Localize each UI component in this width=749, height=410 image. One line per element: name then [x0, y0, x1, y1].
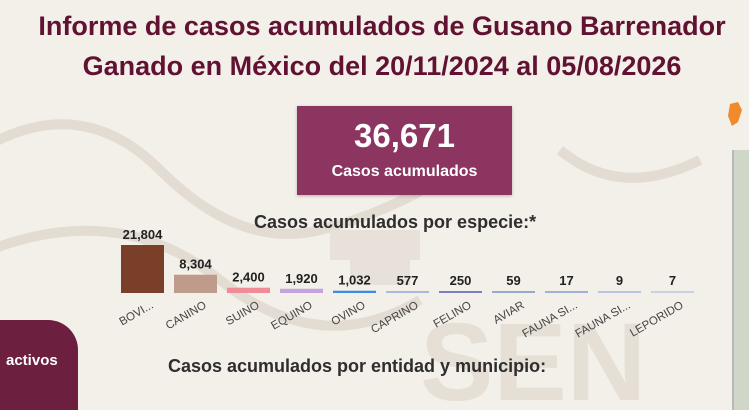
bar-5[interactable] [386, 291, 429, 293]
category-label: OVINO [330, 299, 368, 328]
active-cases-tab-label[interactable]: activos [6, 352, 58, 369]
bar-value-label: 17 [559, 273, 573, 288]
category-label: FELINO [432, 299, 474, 330]
total-cases-card: 36,671 Casos acumulados [297, 106, 512, 195]
bar-2[interactable] [227, 287, 270, 293]
category-label: CANINO [164, 299, 209, 332]
bar-0[interactable] [121, 245, 164, 293]
bar-value-label: 1,032 [338, 273, 371, 288]
bar-7[interactable] [492, 291, 535, 293]
bar-value-label: 1,920 [285, 271, 318, 286]
bar-value-label: 59 [506, 273, 520, 288]
category-label: EQUINO [269, 299, 314, 332]
bar-10[interactable] [651, 291, 694, 293]
bar-value-label: 21,804 [123, 227, 164, 242]
category-label: FAUNA SI... [573, 299, 632, 340]
category-label: SUINO [224, 299, 262, 328]
species-chart-title: Casos acumulados por especie:* [254, 212, 537, 232]
logo-icon [728, 102, 742, 126]
category-label: CAPRINO [369, 299, 420, 336]
category-label: AVIAR [491, 299, 526, 326]
bar-value-label: 2,400 [232, 270, 265, 285]
svg-text:SEN: SEN [420, 301, 646, 410]
bar-9[interactable] [598, 291, 641, 293]
category-label: FAUNA SI... [520, 299, 579, 340]
report-title-line1: Informe de casos acumulados de Gusano Ba… [38, 11, 726, 41]
bar-8[interactable] [545, 291, 588, 293]
bar-value-label: 8,304 [179, 257, 212, 272]
total-cases-label: Casos acumulados [331, 163, 478, 180]
bar-value-label: 9 [616, 273, 623, 288]
report-title: Informe de casos acumulados de Gusano Ba… [0, 6, 749, 86]
report-title-line2: Ganado en México del 20/11/2024 al 05/08… [82, 51, 682, 81]
bar-value-label: 7 [669, 273, 676, 288]
active-cases-tab[interactable] [0, 320, 78, 410]
total-cases-value: 36,671 [354, 117, 455, 154]
bar-4[interactable] [333, 290, 376, 293]
entity-section-title: Casos acumulados por entidad y municipio… [168, 356, 547, 376]
bar-1[interactable] [174, 274, 217, 293]
bar-value-label: 577 [397, 273, 419, 288]
bar-3[interactable] [280, 288, 323, 293]
bar-value-label: 250 [450, 273, 472, 288]
bar-6[interactable] [439, 291, 482, 293]
category-label: BOVI... [117, 299, 155, 328]
map-panel[interactable] [732, 150, 749, 410]
category-label: LEPORIDO [628, 299, 686, 339]
